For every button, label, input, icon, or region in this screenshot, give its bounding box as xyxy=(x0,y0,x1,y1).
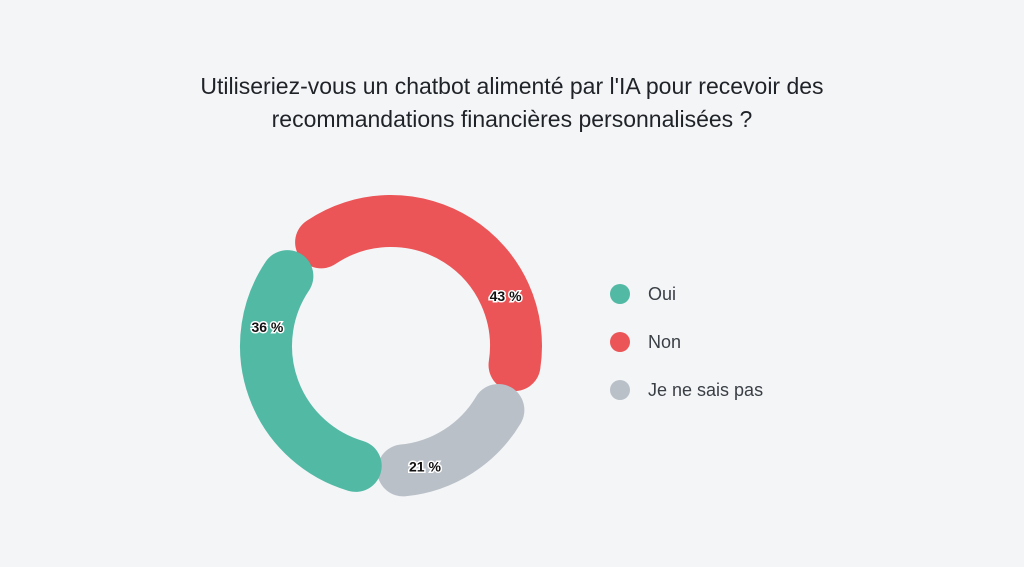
chart-title: Utiliseriez-vous un chatbot alimenté par… xyxy=(40,70,984,136)
legend-dot-je-ne-sais-pas xyxy=(610,380,630,400)
legend-item-je-ne-sais-pas[interactable]: Je ne sais pas xyxy=(610,378,763,402)
legend-item-oui[interactable]: Oui xyxy=(610,282,763,306)
data-label-non: 43 % xyxy=(490,288,522,304)
donut-slice-je-ne-sais-pas[interactable] xyxy=(377,384,525,497)
legend-dot-non xyxy=(610,332,630,352)
legend-label-je-ne-sais-pas: Je ne sais pas xyxy=(648,379,764,400)
legend-label-non: Non xyxy=(648,331,682,352)
chart-title-line-1: Utiliseriez-vous un chatbot alimenté par… xyxy=(200,73,824,99)
chart-title-line-2: recommandations financières personnalisé… xyxy=(271,106,753,132)
legend-label-oui: Oui xyxy=(648,283,677,304)
legend-dot-oui xyxy=(610,284,630,304)
data-label-je-ne-sais-pas: 21 % xyxy=(409,458,441,474)
data-label-oui: 36 % xyxy=(251,319,283,335)
donut-slice-oui[interactable] xyxy=(240,250,382,492)
chart-legend: Oui Non Je ne sais pas xyxy=(610,282,763,426)
legend-item-non[interactable]: Non xyxy=(610,330,763,354)
donut-slice-non[interactable] xyxy=(295,195,542,392)
